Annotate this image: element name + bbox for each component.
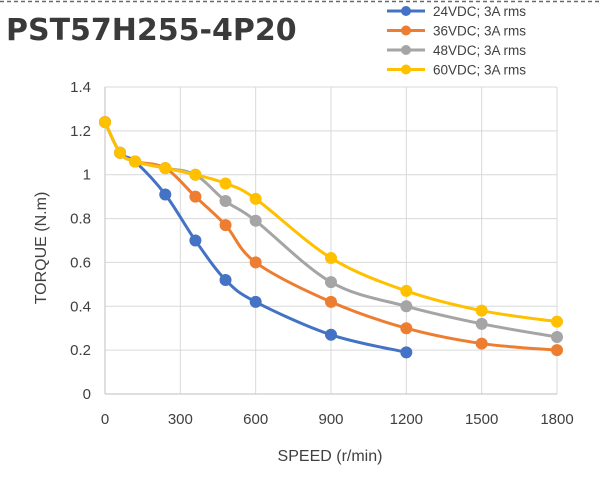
legend-label: 36VDC; 3A rms xyxy=(433,24,526,39)
x-tick-label: 900 xyxy=(318,411,343,428)
y-axis-title: TORQUE (N.m) xyxy=(33,192,50,305)
data-point xyxy=(551,344,563,357)
data-point xyxy=(189,190,202,203)
x-tick-label: 1500 xyxy=(465,411,498,428)
data-point xyxy=(129,155,142,168)
x-tick-label: 300 xyxy=(168,411,193,428)
legend-label: 60VDC; 3A rms xyxy=(433,63,526,78)
data-point xyxy=(159,162,172,175)
y-tick-label: 1 xyxy=(83,167,91,184)
data-point xyxy=(99,116,111,129)
data-point xyxy=(219,195,232,208)
axes xyxy=(104,87,557,395)
legend-item: 24VDC; 3A rms xyxy=(387,4,526,19)
series-layer xyxy=(99,116,563,359)
series-4 xyxy=(99,116,563,328)
grid-lines xyxy=(105,86,558,394)
x-tick-label: 1200 xyxy=(390,411,423,428)
data-point xyxy=(475,337,488,350)
x-tick-label: 600 xyxy=(243,411,268,428)
y-tick-label: 0.6 xyxy=(70,254,91,271)
data-point xyxy=(249,256,262,269)
data-point xyxy=(325,295,337,308)
data-point xyxy=(475,304,488,317)
y-tick-label: 0.2 xyxy=(70,342,91,359)
data-point xyxy=(249,214,262,227)
x-tick-label: 0 xyxy=(101,411,109,428)
legend-item: 60VDC; 3A rms xyxy=(387,63,526,78)
data-point xyxy=(400,284,413,297)
data-point xyxy=(400,346,413,359)
data-point xyxy=(249,295,262,308)
data-point xyxy=(219,219,232,232)
data-point xyxy=(159,188,172,201)
data-point xyxy=(475,317,488,330)
data-point xyxy=(114,146,127,159)
data-point xyxy=(189,168,202,181)
data-point xyxy=(189,234,202,247)
y-tick-label: 1.2 xyxy=(70,123,91,140)
x-tick-label: 1800 xyxy=(540,411,573,428)
legend-swatch-marker xyxy=(401,64,411,75)
chart-title: PST57H255-4P20 xyxy=(6,13,297,48)
legend-label: 24VDC; 3A rms xyxy=(433,4,526,19)
data-point xyxy=(400,322,413,335)
x-axis-title: SPEED (r/min) xyxy=(278,448,383,465)
data-point xyxy=(325,252,337,265)
data-point xyxy=(325,328,337,341)
legend-swatch-marker xyxy=(401,25,411,36)
data-point xyxy=(551,315,563,328)
data-point xyxy=(325,276,337,289)
data-point xyxy=(219,273,232,286)
data-point xyxy=(551,330,563,343)
legend-swatch-marker xyxy=(401,45,411,55)
y-tick-label: 0 xyxy=(83,386,91,403)
legend-swatch-marker xyxy=(401,6,411,16)
data-point xyxy=(400,300,413,313)
legend-item: 36VDC; 3A rms xyxy=(387,24,526,39)
legend: 24VDC; 3A rms 36VDC; 3A rms 48VDC; 3A rms 6… xyxy=(387,4,526,78)
legend-label: 48VDC; 3A rms xyxy=(433,43,526,58)
data-point xyxy=(219,177,232,190)
y-tick-label: 0.8 xyxy=(70,211,91,228)
data-point xyxy=(249,192,262,205)
y-tick-label: 1.4 xyxy=(70,79,91,96)
legend-item: 48VDC; 3A rms xyxy=(387,43,526,58)
tick-labels: 0 0.2 0.4 0.6 0.8 1 1.2 1.4 0 300 600 900 1200 1500 18… xyxy=(70,79,574,428)
y-tick-label: 0.4 xyxy=(70,298,91,315)
